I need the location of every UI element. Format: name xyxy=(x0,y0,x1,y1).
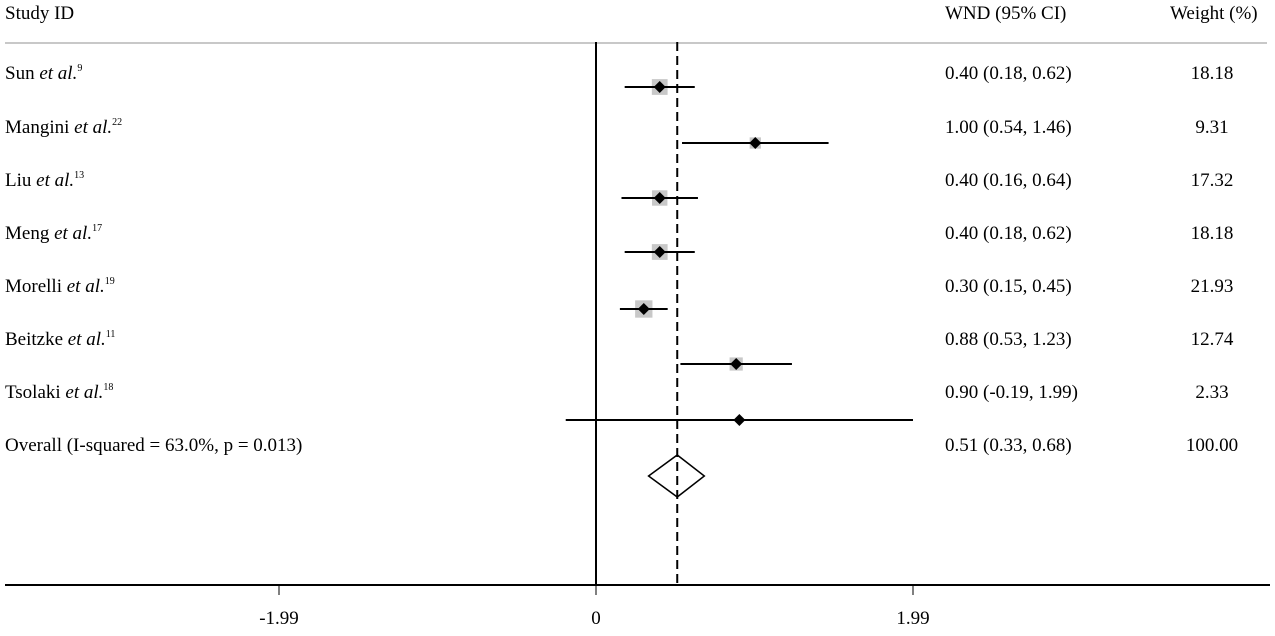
overall-label: Overall (I-squared = 63.0%, p = 0.013) xyxy=(5,435,303,456)
overall-effect-diamond-icon xyxy=(647,454,706,498)
study-label: Liu et al.13 xyxy=(5,170,85,191)
point-estimate-diamond-icon xyxy=(730,358,743,370)
study-weight: 18.18 xyxy=(1190,63,1234,84)
study-effect-ci: 0.40 (0.18, 0.62) xyxy=(945,63,1072,84)
study-effect-ci: 1.00 (0.54, 1.46) xyxy=(945,117,1072,138)
point-estimate-diamond-icon xyxy=(653,192,666,204)
study-label: Morelli et al.19 xyxy=(5,276,115,297)
overall-effect-ci: 0.51 (0.33, 0.68) xyxy=(945,435,1072,456)
point-estimate-diamond-icon xyxy=(749,137,762,149)
x-tick-label: 1.99 xyxy=(896,608,930,629)
study-effect-ci: 0.90 (-0.19, 1.99) xyxy=(945,382,1078,403)
point-estimate-diamond-icon xyxy=(653,81,666,93)
study-label: Meng et al.17 xyxy=(5,223,103,244)
study-effect-ci: 0.88 (0.53, 1.23) xyxy=(945,329,1072,350)
study-effect-ci: 0.30 (0.15, 0.45) xyxy=(945,276,1072,297)
header-weight: Weight (%) xyxy=(1170,3,1258,24)
header-effect: WND (95% CI) xyxy=(945,3,1067,24)
study-label: Sun et al.9 xyxy=(5,63,83,84)
point-estimate-diamond-icon xyxy=(733,414,746,426)
point-estimate-diamond-icon xyxy=(637,303,650,315)
study-weight: 12.74 xyxy=(1190,329,1234,350)
study-weight: 2.33 xyxy=(1195,382,1229,403)
study-effect-ci: 0.40 (0.16, 0.64) xyxy=(945,170,1072,191)
study-effect-ci: 0.40 (0.18, 0.62) xyxy=(945,223,1072,244)
overall-weight: 100.00 xyxy=(1185,435,1239,456)
header-rule xyxy=(5,42,1267,44)
study-label: Beitzke et al.11 xyxy=(5,329,116,350)
study-weight: 17.32 xyxy=(1190,170,1234,191)
x-tick-label: 0 xyxy=(591,608,601,629)
study-weight: 9.31 xyxy=(1195,117,1229,138)
x-tick-label: -1.99 xyxy=(259,608,299,629)
study-label: Tsolaki et al.18 xyxy=(5,382,114,403)
study-weight: 21.93 xyxy=(1190,276,1234,297)
study-weight: 18.18 xyxy=(1190,223,1234,244)
header-study-id: Study ID xyxy=(5,3,75,24)
study-label: Mangini et al.22 xyxy=(5,117,123,138)
point-estimate-diamond-icon xyxy=(653,246,666,258)
